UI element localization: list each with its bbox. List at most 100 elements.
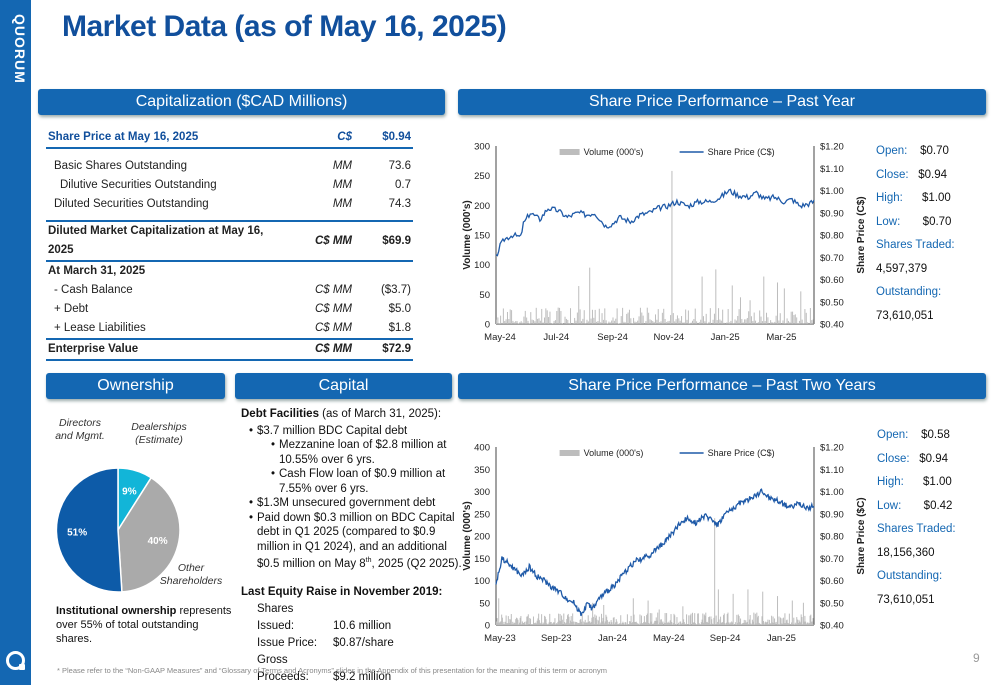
volume-bar <box>722 310 723 324</box>
y2-tick-label: $1.00 <box>820 487 844 498</box>
volume-bar <box>798 323 799 324</box>
volume-bar <box>584 310 585 324</box>
share-price-unit: C$ <box>290 128 354 148</box>
list-item: Cash Flow loan of $0.9 million at 7.55% … <box>271 467 466 496</box>
volume-bar <box>810 308 811 324</box>
y2-tick-label: $1.20 <box>820 443 844 454</box>
stat-open-value: $0.70 <box>920 145 949 157</box>
volume-bar <box>710 308 711 324</box>
volume-bar <box>656 320 657 324</box>
volume-bar <box>747 318 748 324</box>
volume-bar <box>628 313 629 324</box>
debt-facilities-asof: (as of March 31, 2025): <box>319 408 441 420</box>
y-axis-title: Volume (000's) <box>462 501 473 570</box>
debt-facilities-title: Debt Facilities <box>241 408 319 420</box>
volume-bar <box>510 309 511 324</box>
volume-bar <box>559 308 560 324</box>
volume-bar <box>789 614 790 625</box>
capitalization-header: Capitalization ($CAD Millions) <box>38 89 445 115</box>
volume-bar <box>528 321 529 324</box>
volume-bar <box>528 614 529 625</box>
cash-value: ($3.7) <box>354 281 413 300</box>
pie-label-dealerships: Dealerships (Estimate) <box>128 421 190 447</box>
volume-bar <box>741 319 742 324</box>
y2-tick-label: $0.80 <box>820 231 844 242</box>
y-tick-label: 150 <box>474 554 490 565</box>
volume-bar <box>717 320 718 324</box>
y2-axis-title: Share Price (C$) <box>856 196 867 273</box>
y2-tick-label: $1.10 <box>820 465 844 476</box>
volume-bar <box>603 320 604 324</box>
volume-bar <box>789 322 790 324</box>
y-tick-label: 300 <box>474 142 490 153</box>
volume-bar <box>500 316 501 324</box>
volume-bar <box>543 323 544 324</box>
volume-bar <box>695 309 696 324</box>
volume-bar <box>800 291 801 324</box>
volume-bar <box>684 622 685 625</box>
x-tick-label: Jan-25 <box>711 332 740 343</box>
price-value: $0.87/share <box>333 637 394 649</box>
volume-bar <box>706 314 707 324</box>
stat-open: Open: $0.70 <box>876 140 955 164</box>
table-row <box>46 214 413 221</box>
volume-bar <box>625 322 626 324</box>
ownership-header: Ownership <box>46 373 225 399</box>
capitalization-table: Share Price at May 16, 2025 C$ $0.94 Bas… <box>46 128 413 361</box>
y2-tick-label: $1.00 <box>820 186 844 197</box>
stat2-high-value: $1.00 <box>923 476 952 488</box>
volume-bar <box>806 313 807 324</box>
volume-bar <box>650 319 651 324</box>
legend-volume-swatch <box>560 149 580 155</box>
volume-bar <box>692 321 693 324</box>
volume-bar <box>511 614 512 625</box>
volume-bar <box>647 308 648 324</box>
volume-bar <box>669 321 670 324</box>
volume-bar <box>676 319 677 324</box>
cash-label: - Cash Balance <box>46 281 290 300</box>
volume-bar <box>548 317 549 324</box>
table-row: Diluted Market Capitalization at May 16,… <box>46 221 413 261</box>
volume-bar <box>740 619 741 625</box>
volume-bar <box>593 617 594 625</box>
equity-price: Issue Price:$0.87/share <box>257 635 466 652</box>
volume-bar <box>807 322 808 324</box>
volume-bar <box>507 312 508 324</box>
legend-volume-swatch <box>560 450 580 456</box>
spp-two-header: Share Price Performance – Past Two Years <box>458 373 986 399</box>
quorum-q-icon <box>6 651 25 670</box>
debt-value: $5.0 <box>354 300 413 319</box>
volume-bar <box>721 321 722 324</box>
stat-high-value: $1.00 <box>922 192 951 204</box>
volume-bar <box>658 309 659 324</box>
y-tick-label: 150 <box>474 231 490 242</box>
volume-bar <box>744 319 745 324</box>
volume-bar <box>736 321 737 324</box>
volume-bar <box>755 321 756 324</box>
issued-label: Shares Issued: <box>257 601 333 635</box>
volume-bar <box>763 277 764 324</box>
pie-label-other: Other Shareholders <box>159 562 223 588</box>
cash-unit: C$ MM <box>290 281 354 300</box>
volume-bar <box>726 322 727 324</box>
stat2-open-value: $0.58 <box>921 429 950 441</box>
volume-bar <box>651 613 652 625</box>
volume-bar <box>533 320 534 324</box>
volume-bar <box>730 321 731 324</box>
volume-bar <box>641 313 642 324</box>
volume-bar <box>782 320 783 324</box>
volume-bar <box>754 313 755 324</box>
volume-bar <box>799 321 800 324</box>
volume-bar <box>566 319 567 324</box>
table-row: + Lease Liabilities C$ MM $1.8 <box>46 319 413 339</box>
volume-bar <box>582 614 583 625</box>
volume-bar <box>622 308 623 324</box>
equity-issued: Shares Issued:10.6 million <box>257 601 466 635</box>
legend-price-label: Share Price (C$) <box>708 147 775 157</box>
table-row: At March 31, 2025 <box>46 261 413 281</box>
price-label: Issue Price: <box>257 635 333 652</box>
volume-bar <box>753 613 754 625</box>
volume-bar <box>519 322 520 324</box>
y-axis-title: Volume (000's) <box>462 200 473 269</box>
dmc-label: Diluted Market Capitalization at May 16,… <box>46 221 290 261</box>
